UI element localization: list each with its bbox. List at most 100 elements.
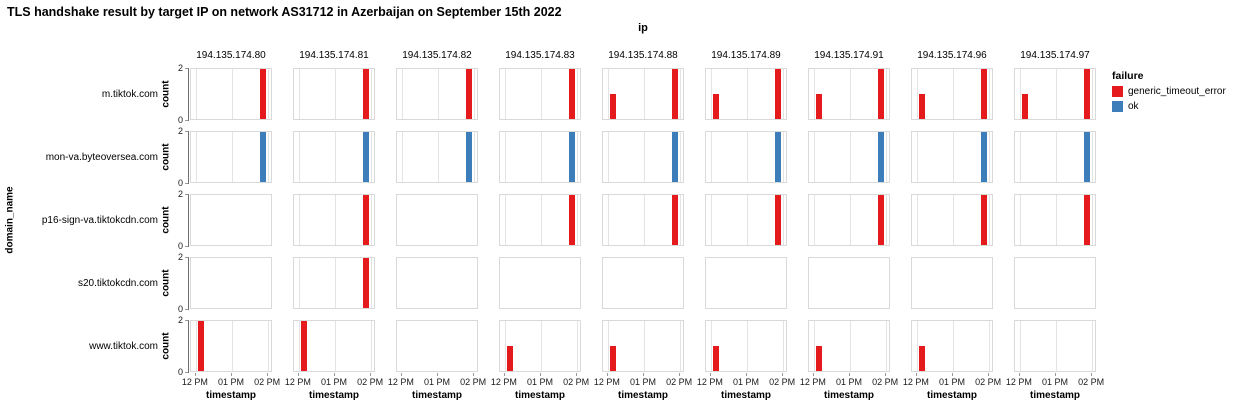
time-gridline bbox=[505, 321, 506, 371]
legend-swatch-icon bbox=[1112, 86, 1123, 97]
time-gridline bbox=[577, 132, 578, 182]
time-gridline bbox=[953, 195, 954, 245]
column-header: 194.135.174.83 bbox=[505, 50, 575, 61]
time-gridline bbox=[371, 258, 372, 308]
x-tick-mark bbox=[297, 373, 299, 376]
x-tick-label: 01 PM bbox=[732, 377, 759, 387]
facet-cell bbox=[602, 194, 684, 246]
column-header: 194.135.174.96 bbox=[917, 50, 987, 61]
facet-cell bbox=[602, 257, 684, 309]
time-gridline bbox=[1020, 195, 1021, 245]
bar-generic_timeout_error bbox=[363, 69, 369, 119]
y-tick-label: 0 bbox=[177, 178, 183, 188]
time-gridline bbox=[268, 69, 269, 119]
y-tick-label: 2 bbox=[177, 126, 183, 136]
bar-generic_timeout_error bbox=[363, 258, 369, 308]
x-tick-mark bbox=[679, 373, 681, 376]
x-tick-label: 02 PM bbox=[254, 377, 281, 387]
legend-swatch-icon bbox=[1112, 101, 1123, 112]
time-gridline bbox=[953, 69, 954, 119]
time-gridline bbox=[747, 321, 748, 371]
time-gridline bbox=[577, 321, 578, 371]
time-gridline bbox=[989, 321, 990, 371]
time-gridline bbox=[541, 195, 542, 245]
bar-generic_timeout_error bbox=[878, 69, 884, 119]
y-tick-label: 2 bbox=[177, 63, 183, 73]
x-tick-mark bbox=[334, 373, 335, 376]
facet-cell bbox=[293, 68, 375, 120]
y-axis-title: count bbox=[160, 80, 172, 108]
x-axis-title: timestamp bbox=[1029, 390, 1080, 400]
time-gridline bbox=[577, 69, 578, 119]
bar-generic_timeout_error bbox=[610, 346, 616, 371]
time-gridline bbox=[196, 321, 197, 371]
bar-generic_timeout_error bbox=[775, 195, 781, 245]
time-gridline bbox=[644, 69, 645, 119]
column-header: 194.135.174.89 bbox=[711, 50, 781, 61]
x-tick-label: 02 PM bbox=[872, 377, 899, 387]
legend-title: failure bbox=[1112, 70, 1144, 82]
facet-cell bbox=[602, 68, 684, 120]
time-gridline bbox=[1092, 321, 1093, 371]
time-gridline bbox=[505, 132, 506, 182]
time-gridline bbox=[541, 321, 542, 371]
time-gridline bbox=[402, 132, 403, 182]
bar-ok bbox=[672, 132, 678, 182]
x-tick-label: 12 PM bbox=[490, 377, 517, 387]
bar-ok bbox=[363, 132, 369, 182]
bar-ok bbox=[981, 132, 987, 182]
x-tick-mark bbox=[370, 373, 372, 376]
time-gridline bbox=[474, 69, 475, 119]
time-gridline bbox=[335, 69, 336, 119]
facet-cell bbox=[911, 257, 993, 309]
legend-entry: generic_timeout_error bbox=[1112, 86, 1226, 97]
x-tick-mark bbox=[643, 373, 644, 376]
facet-cell bbox=[602, 131, 684, 183]
y-tick-mark bbox=[185, 320, 188, 321]
legend-entry: ok bbox=[1112, 101, 1226, 112]
bar-generic_timeout_error bbox=[713, 346, 719, 371]
y-tick-mark bbox=[185, 120, 188, 121]
time-gridline bbox=[1092, 195, 1093, 245]
x-tick-label: 12 PM bbox=[593, 377, 620, 387]
time-gridline bbox=[1056, 69, 1057, 119]
bar-ok bbox=[260, 132, 266, 182]
x-tick-mark bbox=[1055, 373, 1056, 376]
y-tick-mark bbox=[185, 68, 188, 69]
x-tick-label: 12 PM bbox=[799, 377, 826, 387]
time-gridline bbox=[783, 321, 784, 371]
bar-generic_timeout_error bbox=[363, 195, 369, 245]
time-gridline bbox=[989, 69, 990, 119]
x-tick-label: 12 PM bbox=[181, 377, 208, 387]
time-gridline bbox=[783, 69, 784, 119]
facet-cell bbox=[499, 194, 581, 246]
y-axis-title: count bbox=[160, 143, 172, 171]
x-tick-label: 12 PM bbox=[902, 377, 929, 387]
facet-row-label: p16-sign-va.tiktokcdn.com bbox=[41, 214, 158, 226]
y-tick-label: 0 bbox=[177, 304, 183, 314]
time-gridline bbox=[299, 258, 300, 308]
x-tick-label: 02 PM bbox=[460, 377, 487, 387]
column-header: 194.135.174.97 bbox=[1020, 50, 1090, 61]
time-gridline bbox=[850, 321, 851, 371]
facet-row-label: www.tiktok.com bbox=[89, 340, 158, 352]
x-tick-mark bbox=[709, 373, 711, 376]
time-gridline bbox=[232, 69, 233, 119]
time-gridline bbox=[886, 69, 887, 119]
time-gridline bbox=[644, 321, 645, 371]
time-gridline bbox=[989, 132, 990, 182]
facet-cell bbox=[190, 131, 272, 183]
facet-cell bbox=[808, 131, 890, 183]
x-tick-label: 01 PM bbox=[423, 377, 450, 387]
x-tick-mark bbox=[988, 373, 990, 376]
time-gridline bbox=[1056, 132, 1057, 182]
y-tick-mark bbox=[185, 246, 188, 247]
facet-cell bbox=[396, 320, 478, 372]
x-tick-mark bbox=[606, 373, 608, 376]
time-gridline bbox=[644, 195, 645, 245]
facet-cell bbox=[1014, 68, 1096, 120]
y-tick-mark bbox=[185, 194, 188, 195]
y-tick-mark bbox=[185, 131, 188, 132]
time-gridline bbox=[268, 132, 269, 182]
facet-cell bbox=[293, 320, 375, 372]
